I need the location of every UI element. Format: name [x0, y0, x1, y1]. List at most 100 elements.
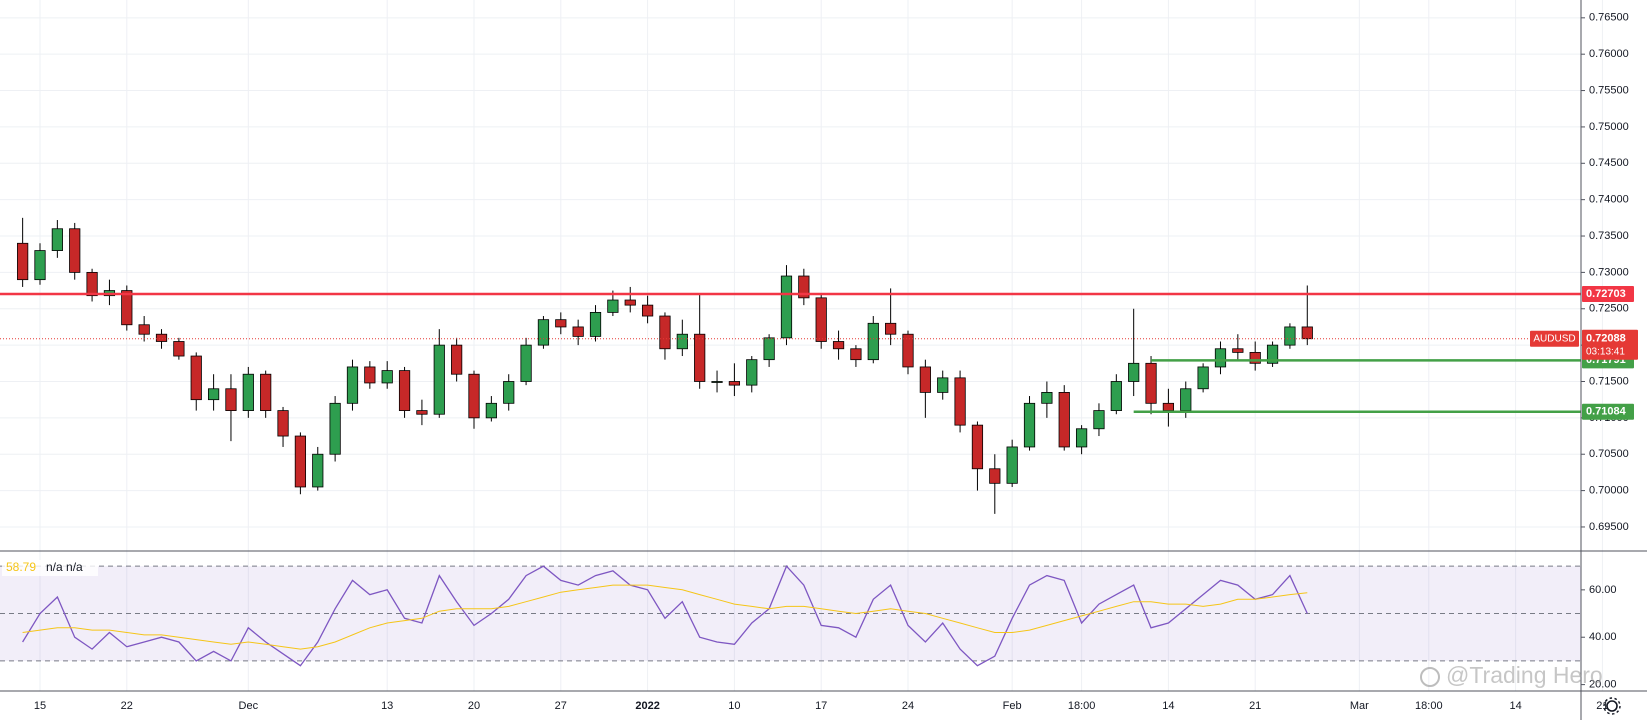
candle-body [902, 333, 914, 368]
candle-body [885, 322, 897, 335]
candle-body [1214, 348, 1227, 368]
candle-body [520, 344, 532, 382]
candle-body [850, 348, 862, 361]
candle-body [1093, 410, 1105, 430]
candle-body [624, 299, 636, 306]
candle-body [260, 373, 272, 411]
candle-body [207, 388, 220, 401]
candle-body [676, 333, 688, 350]
candle-body [121, 290, 133, 326]
candle-body [694, 333, 706, 382]
candle-body [1023, 402, 1036, 448]
watermark-text: @Trading Hero [1446, 662, 1603, 688]
settings-icon[interactable] [1603, 697, 1621, 715]
candle-body [1232, 348, 1244, 353]
candle-body [1075, 428, 1088, 448]
candle-body [17, 242, 29, 281]
level-label-box [1582, 403, 1634, 420]
y-tick-label: 0.73000 [1589, 266, 1629, 278]
candle-body [1266, 344, 1279, 364]
overlay: 58.79 n/a n/a [0, 292, 1581, 576]
y-tick-label: 0.72500 [1589, 303, 1629, 315]
candle-body [364, 366, 376, 384]
candle-body [711, 381, 723, 383]
x-tick-label: 24 [902, 700, 914, 712]
x-tick-label: Mar [1350, 700, 1369, 712]
candle-body [1128, 362, 1140, 382]
candle-body [989, 468, 1001, 484]
candle-body [51, 228, 63, 251]
candle-body [641, 304, 654, 317]
candle-body [277, 410, 289, 437]
candle-body [867, 322, 879, 361]
y-tick-label: 0.76500 [1589, 12, 1629, 24]
candle-body [1110, 381, 1122, 411]
candle-body [416, 410, 428, 415]
candle-body [312, 453, 324, 488]
candle-body [1041, 392, 1053, 404]
gear[interactable] [1606, 700, 1618, 712]
gear-teeth[interactable] [1603, 697, 1621, 715]
candle-body [155, 333, 168, 342]
candle-body [398, 370, 411, 411]
y-tick-label: 0.75000 [1589, 121, 1629, 133]
candle-body [815, 297, 827, 342]
rsi-tick-label: 20.00 [1589, 679, 1617, 691]
level-label: 0.71084 [1586, 406, 1627, 418]
candle-body [138, 324, 150, 335]
candle-body [971, 424, 984, 470]
y-tick-label: 0.70500 [1589, 448, 1629, 460]
countdown-label: 03:13:41 [1586, 346, 1625, 357]
candle-body [468, 373, 480, 419]
x-tick-label: 18:00 [1068, 700, 1096, 712]
candle-body [1284, 326, 1296, 346]
rsi-tick-label: 40.00 [1589, 631, 1617, 643]
candle-body [1058, 392, 1070, 448]
y-tick-label: 0.70000 [1589, 485, 1629, 497]
x-tick-label: Feb [1003, 700, 1022, 712]
candle-body [1006, 446, 1018, 484]
candle-body [503, 381, 515, 404]
rsi-legend-bg [2, 560, 98, 576]
candle-body [746, 359, 758, 386]
candle-body [1197, 366, 1209, 390]
level-label-box [1582, 285, 1634, 302]
x-tick-label: 27 [555, 700, 567, 712]
candle-body [1180, 388, 1192, 411]
last-price-box [1582, 329, 1638, 360]
candle-body [242, 373, 254, 411]
candle-body [1301, 326, 1313, 340]
watermark: @Trading Hero [1420, 662, 1603, 688]
candle-body [329, 402, 341, 455]
candle-body [294, 435, 307, 488]
y-tick-label: 0.76000 [1589, 48, 1629, 60]
rsi-legend-value: 58.79 [6, 560, 36, 574]
y-tick-label: 0.71500 [1589, 375, 1629, 387]
x-tick-label: 17 [815, 700, 827, 712]
rsi-tick-label: 60.00 [1589, 584, 1617, 596]
x-tick-label: 21 [1596, 700, 1608, 712]
candle-body [225, 388, 237, 411]
candle-body [572, 326, 584, 337]
rsi-legend-suffix: n/a n/a [46, 560, 83, 574]
x-tick-label: Dec [239, 700, 259, 712]
candle-body [346, 366, 359, 404]
last-price-label: 0.72088 [1586, 333, 1626, 345]
candle-body [86, 271, 98, 297]
candle-body [659, 315, 671, 350]
candle-body [34, 250, 46, 281]
candle-body [537, 319, 550, 346]
candle-body [589, 311, 602, 337]
x-tick-label: 18:00 [1415, 700, 1443, 712]
candle-body [937, 377, 949, 393]
rsi-line [22, 565, 1308, 667]
candle-body [954, 377, 966, 426]
candle-body [832, 341, 845, 350]
candle-body [780, 275, 793, 339]
candle-body [919, 366, 931, 393]
candle-body [1249, 351, 1261, 364]
candle-body [451, 344, 463, 375]
candle-body [763, 337, 775, 361]
candle-body [1162, 402, 1175, 411]
